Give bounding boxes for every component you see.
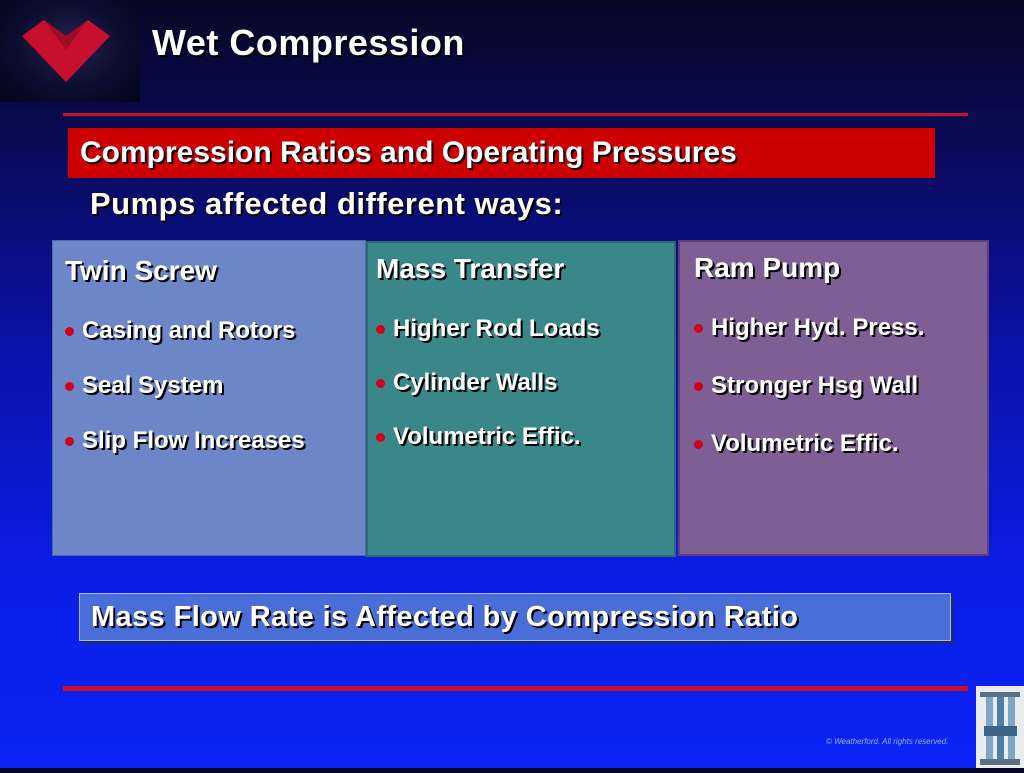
pump-thumbnail: [976, 686, 1024, 768]
mass-transfer-panel: Mass Transfer Higher Rod Loads Cylinder …: [366, 241, 676, 557]
list-item: Casing and Rotors: [65, 317, 365, 345]
bullet-dot-icon: [376, 432, 385, 442]
list-item: Slip Flow Increases: [65, 427, 365, 455]
list-item: Higher Hyd. Press.: [694, 314, 987, 342]
copyright-text: © Weatherford. All rights reserved.: [826, 737, 949, 746]
list-item: Seal System: [65, 372, 365, 400]
bullet-dot-icon: [694, 323, 703, 333]
page-title: Wet Compression: [152, 22, 465, 63]
bullet-dot-icon: [376, 378, 385, 388]
bullet-dot-icon: [65, 381, 74, 391]
subtitle-banner: Compression Ratios and Operating Pressur…: [68, 128, 935, 178]
list-item: Higher Rod Loads: [376, 315, 674, 343]
column-heading: Mass Transfer: [376, 253, 565, 284]
conclusion-banner: Mass Flow Rate is Affected by Compressio…: [79, 593, 951, 641]
pump-equipment-icon: [980, 692, 1020, 765]
list-item: Stronger Hsg Wall: [694, 372, 987, 400]
logo: [0, 0, 140, 102]
column-heading: Twin Screw: [65, 255, 217, 286]
bullet-dot-icon: [694, 439, 703, 449]
bullet-dot-icon: [376, 324, 385, 334]
list-item: Volumetric Effic.: [694, 430, 987, 458]
bullet-list: Higher Rod Loads Cylinder Walls Volumetr…: [376, 315, 674, 451]
column-heading: Ram Pump: [694, 252, 841, 283]
bullet-dot-icon: [65, 326, 74, 336]
weatherford-logo-icon: [22, 20, 110, 82]
twin-screw-panel: Twin Screw Casing and Rotors Seal System…: [52, 240, 366, 556]
ram-pump-panel: Ram Pump Higher Hyd. Press. Stronger Hsg…: [678, 240, 989, 556]
bottom-divider: [63, 686, 968, 691]
top-divider: [63, 113, 968, 116]
bullet-dot-icon: [694, 381, 703, 391]
bullet-dot-icon: [65, 436, 74, 446]
intro-text: Pumps affected different ways:: [90, 186, 564, 221]
bullet-list: Casing and Rotors Seal System Slip Flow …: [65, 317, 365, 455]
bullet-list: Higher Hyd. Press. Stronger Hsg Wall Vol…: [694, 314, 987, 458]
list-item: Volumetric Effic.: [376, 423, 674, 451]
list-item: Cylinder Walls: [376, 369, 674, 397]
